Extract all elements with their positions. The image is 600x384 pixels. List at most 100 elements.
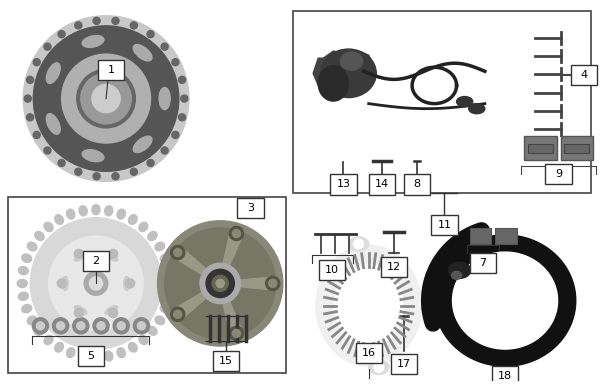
Circle shape: [26, 76, 34, 83]
Text: 15: 15: [219, 356, 233, 366]
Ellipse shape: [55, 343, 64, 352]
Ellipse shape: [35, 232, 44, 240]
FancyBboxPatch shape: [528, 144, 553, 152]
Circle shape: [44, 147, 51, 154]
Circle shape: [137, 322, 145, 330]
FancyBboxPatch shape: [83, 251, 109, 271]
Ellipse shape: [469, 104, 485, 114]
FancyBboxPatch shape: [492, 366, 518, 384]
Circle shape: [158, 221, 283, 346]
Circle shape: [181, 95, 188, 102]
Ellipse shape: [74, 252, 87, 261]
FancyBboxPatch shape: [496, 228, 517, 243]
Circle shape: [58, 31, 65, 38]
Ellipse shape: [321, 49, 376, 98]
FancyBboxPatch shape: [319, 260, 346, 280]
Text: 1: 1: [107, 65, 115, 75]
Ellipse shape: [22, 305, 32, 313]
FancyBboxPatch shape: [213, 351, 239, 371]
Circle shape: [161, 147, 168, 154]
Circle shape: [113, 318, 129, 334]
Ellipse shape: [22, 254, 32, 262]
Circle shape: [266, 276, 280, 290]
Polygon shape: [221, 292, 244, 338]
FancyBboxPatch shape: [391, 354, 417, 374]
Ellipse shape: [27, 242, 37, 251]
FancyBboxPatch shape: [571, 65, 597, 85]
Ellipse shape: [117, 209, 125, 219]
Ellipse shape: [318, 66, 349, 101]
Circle shape: [97, 322, 105, 330]
Circle shape: [93, 173, 100, 180]
Ellipse shape: [128, 343, 137, 352]
Polygon shape: [221, 229, 244, 275]
Circle shape: [212, 275, 228, 291]
Circle shape: [74, 308, 83, 318]
FancyBboxPatch shape: [470, 228, 491, 243]
Ellipse shape: [44, 222, 53, 232]
Ellipse shape: [79, 206, 87, 216]
Circle shape: [37, 322, 44, 330]
Circle shape: [81, 73, 131, 124]
Ellipse shape: [62, 276, 68, 290]
Ellipse shape: [104, 206, 113, 216]
Circle shape: [31, 218, 161, 349]
Polygon shape: [172, 287, 214, 321]
Ellipse shape: [17, 280, 27, 288]
Circle shape: [33, 131, 40, 139]
Ellipse shape: [44, 335, 53, 344]
Circle shape: [130, 22, 137, 29]
Circle shape: [58, 159, 65, 167]
Circle shape: [125, 279, 134, 288]
FancyBboxPatch shape: [404, 174, 430, 195]
Ellipse shape: [155, 316, 164, 324]
Circle shape: [53, 318, 68, 334]
Circle shape: [74, 249, 83, 258]
Circle shape: [232, 229, 241, 237]
Ellipse shape: [448, 262, 471, 278]
Circle shape: [173, 248, 182, 257]
FancyBboxPatch shape: [78, 346, 104, 366]
Ellipse shape: [19, 292, 28, 300]
Ellipse shape: [160, 305, 170, 313]
Circle shape: [130, 168, 137, 175]
Text: 12: 12: [387, 262, 401, 272]
Circle shape: [229, 227, 244, 240]
Circle shape: [26, 114, 34, 121]
Circle shape: [112, 17, 119, 25]
Circle shape: [112, 173, 119, 180]
Bar: [293, 11, 591, 192]
Circle shape: [161, 43, 168, 50]
Circle shape: [77, 322, 85, 330]
Circle shape: [93, 318, 109, 334]
Circle shape: [173, 310, 182, 318]
FancyBboxPatch shape: [560, 136, 593, 160]
Ellipse shape: [19, 266, 28, 275]
Circle shape: [24, 95, 31, 102]
Ellipse shape: [82, 150, 104, 162]
FancyBboxPatch shape: [470, 253, 496, 273]
Ellipse shape: [334, 264, 403, 347]
Circle shape: [117, 322, 125, 330]
Ellipse shape: [67, 209, 75, 219]
Circle shape: [93, 17, 100, 25]
Text: 3: 3: [247, 203, 254, 213]
FancyBboxPatch shape: [545, 164, 572, 184]
Circle shape: [62, 54, 151, 143]
FancyBboxPatch shape: [356, 343, 382, 363]
Ellipse shape: [164, 292, 173, 300]
Circle shape: [49, 236, 143, 331]
Circle shape: [84, 271, 108, 295]
FancyBboxPatch shape: [98, 60, 124, 80]
Circle shape: [56, 322, 65, 330]
Ellipse shape: [349, 237, 368, 251]
Ellipse shape: [315, 245, 422, 367]
Ellipse shape: [46, 63, 60, 83]
Ellipse shape: [148, 232, 157, 240]
FancyBboxPatch shape: [524, 136, 557, 160]
Circle shape: [170, 307, 185, 321]
Circle shape: [170, 245, 185, 260]
Ellipse shape: [164, 280, 175, 288]
Circle shape: [353, 239, 364, 249]
Circle shape: [179, 76, 185, 83]
